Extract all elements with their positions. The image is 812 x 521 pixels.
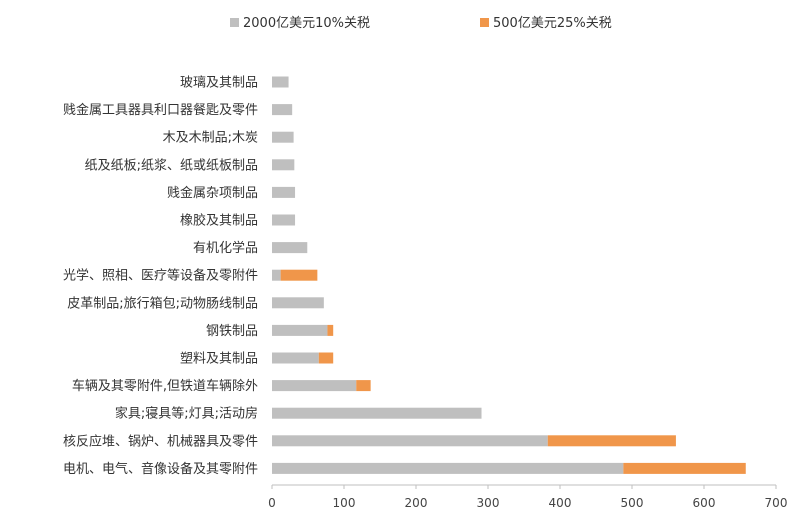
bar-14-series-1 bbox=[623, 462, 746, 474]
bar-9-series-0 bbox=[272, 324, 328, 336]
category-label-4: 贱金属杂项制品 bbox=[167, 185, 258, 201]
legend-swatch-1 bbox=[480, 18, 489, 27]
legend-swatch-0 bbox=[230, 18, 239, 27]
bars bbox=[272, 76, 746, 474]
category-label-11: 车辆及其零附件,但铁道车辆除外 bbox=[72, 378, 258, 394]
category-label-0: 玻璃及其制品 bbox=[180, 76, 258, 91]
category-label-3: 纸及纸板;纸浆、纸或纸板制品 bbox=[85, 158, 258, 173]
x-tick-label-7: 700 bbox=[765, 496, 788, 510]
category-label-7: 光学、照相、医疗等设备及零附件 bbox=[63, 268, 258, 284]
bar-12-series-0 bbox=[272, 407, 482, 419]
legend-label-0: 2000亿美元10%关税 bbox=[243, 16, 370, 31]
x-axis: 0 100 200 300 400 500 600 700 bbox=[268, 484, 788, 510]
bar-13-series-1 bbox=[547, 435, 676, 447]
bar-3-series-0 bbox=[272, 159, 295, 171]
bar-10-series-1 bbox=[318, 352, 334, 364]
bar-11-series-1 bbox=[356, 380, 371, 392]
bar-5-series-0 bbox=[272, 214, 296, 226]
bar-11-series-0 bbox=[272, 380, 357, 392]
bar-6-series-0 bbox=[272, 242, 308, 254]
x-tick-label-6: 600 bbox=[693, 496, 716, 510]
category-label-6: 有机化学品 bbox=[193, 240, 258, 256]
bar-10-series-0 bbox=[272, 352, 319, 364]
bar-0-series-0 bbox=[272, 76, 289, 88]
category-label-2: 木及木制品;木炭 bbox=[163, 131, 258, 146]
legend: 2000亿美元10%关税 500亿美元25%关税 bbox=[230, 16, 612, 31]
category-label-1: 贱金属工具器具利口器餐匙及零件 bbox=[63, 102, 258, 118]
bar-9-series-1 bbox=[327, 324, 334, 336]
bar-8-series-0 bbox=[272, 297, 324, 309]
x-tick-label-1: 100 bbox=[333, 496, 356, 510]
category-label-9: 钢铁制品 bbox=[206, 324, 258, 339]
bar-1-series-0 bbox=[272, 104, 293, 116]
x-tick-label-0: 0 bbox=[268, 496, 276, 510]
bar-14-series-0 bbox=[272, 462, 624, 474]
category-label-5: 橡胶及其制品 bbox=[180, 213, 258, 229]
bar-13-series-0 bbox=[272, 435, 548, 447]
category-label-10: 塑料及其制品 bbox=[180, 352, 258, 367]
x-tick-label-4: 400 bbox=[549, 496, 572, 510]
x-tick-label-2: 200 bbox=[405, 496, 428, 510]
category-label-8: 皮革制品;旅行箱包;动物肠线制品 bbox=[67, 295, 258, 311]
bar-2-series-0 bbox=[272, 131, 294, 143]
legend-label-1: 500亿美元25%关税 bbox=[493, 16, 612, 31]
bar-4-series-0 bbox=[272, 186, 296, 198]
category-labels: 玻璃及其制品贱金属工具器具利口器餐匙及零件木及木制品;木炭纸及纸板;纸浆、纸或纸… bbox=[63, 76, 258, 477]
x-tick-label-3: 300 bbox=[477, 496, 500, 510]
category-label-12: 家具;寝具等;灯具;活动房 bbox=[115, 406, 258, 422]
x-tick-label-5: 500 bbox=[621, 496, 644, 510]
bar-7-series-0 bbox=[272, 269, 281, 281]
bar-7-series-1 bbox=[280, 269, 318, 281]
category-label-13: 核反应堆、锅炉、机械器具及零件 bbox=[63, 433, 258, 449]
category-label-14: 电机、电气、音像设备及其零附件 bbox=[63, 461, 258, 477]
